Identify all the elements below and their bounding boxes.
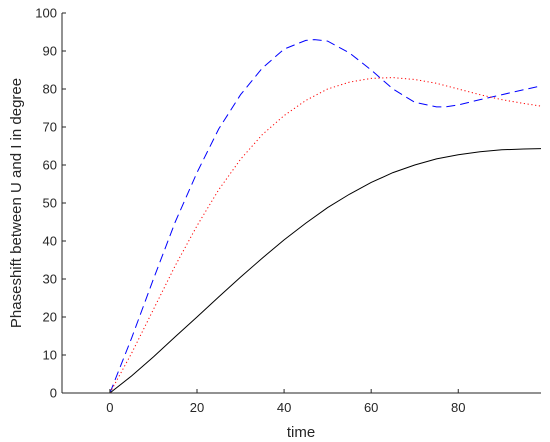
x-tick-label: 20	[190, 400, 204, 415]
x-tick-label: 0	[106, 400, 113, 415]
x-tick-label: 40	[277, 400, 291, 415]
y-tick-label: 10	[43, 348, 57, 363]
x-tick-label: 80	[451, 400, 465, 415]
y-tick-label: 60	[43, 158, 57, 173]
x-ticks: 0 20 40 60 80	[106, 389, 465, 415]
y-tick-label: 50	[43, 196, 57, 211]
series-line-dotted	[109, 77, 542, 394]
series-line-solid	[109, 148, 542, 394]
x-tick-label: 60	[364, 400, 378, 415]
y-axis-label: Phaseshift between U and I in degree	[8, 78, 25, 328]
y-tick-label: 20	[43, 310, 57, 325]
y-tick-label: 90	[43, 44, 57, 59]
y-tick-label: 100	[35, 6, 57, 21]
y-tick-label: 0	[50, 386, 57, 401]
y-tick-label: 30	[43, 272, 57, 287]
y-tick-label: 70	[43, 120, 57, 135]
series-layer	[109, 39, 542, 394]
y-tick-label: 40	[43, 234, 57, 249]
plot-area	[62, 13, 541, 393]
y-tick-label: 80	[43, 82, 57, 97]
y-ticks: 0 10 20 30 40 50 60 70 80 90 100	[35, 6, 66, 401]
x-axis-label: time	[287, 424, 315, 441]
series-line-dashed	[109, 39, 542, 394]
